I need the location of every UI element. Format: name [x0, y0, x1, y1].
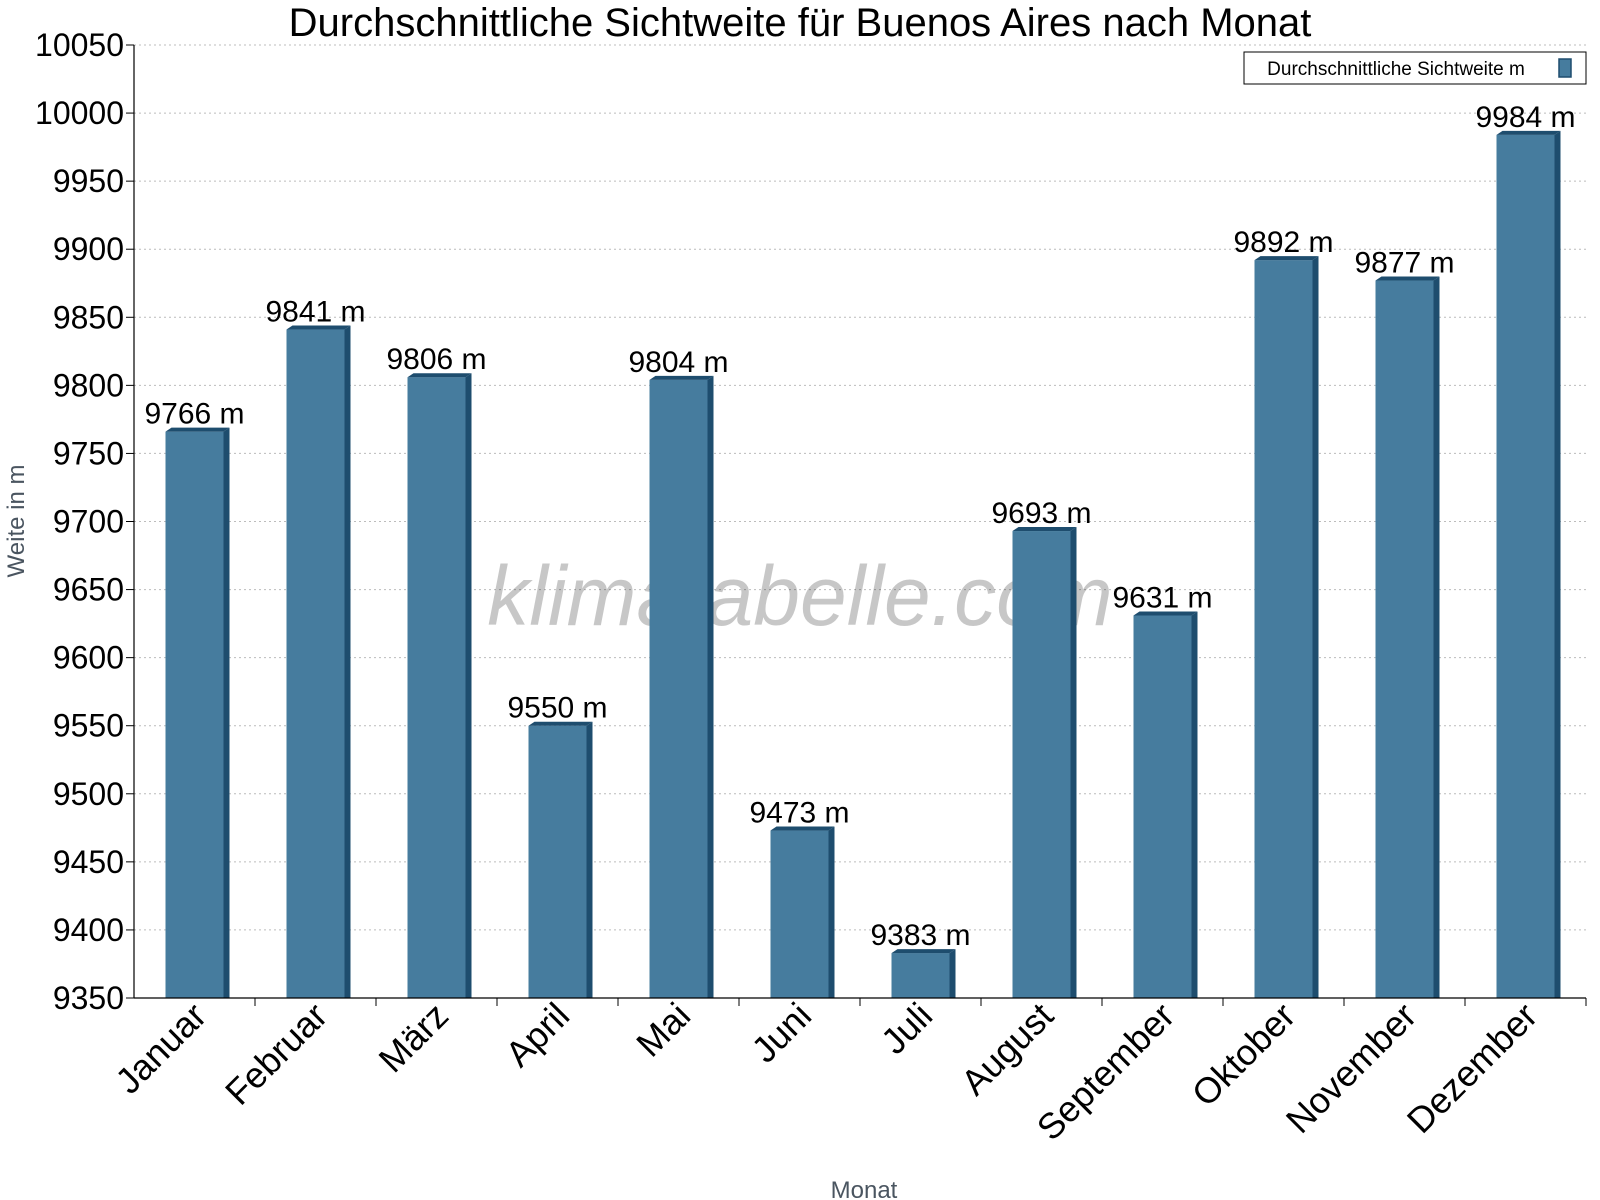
data-label: 9984 m [1475, 101, 1575, 134]
bar-top [286, 325, 351, 330]
bar [1375, 276, 1440, 999]
bars-group [165, 130, 1561, 999]
data-label: 9804 m [628, 346, 728, 379]
bar [528, 721, 593, 998]
bar-top [770, 826, 835, 831]
bar [891, 949, 956, 998]
y-tick-label: 9550 [53, 708, 124, 744]
y-tick-label: 9450 [53, 844, 124, 880]
data-label: 9383 m [870, 919, 970, 952]
bar-side [949, 949, 956, 998]
bar [286, 325, 351, 998]
bar [1012, 527, 1077, 998]
chart-title: Durchschnittliche Sichtweite für Buenos … [289, 1, 1312, 45]
bar-front [528, 725, 587, 998]
bar [770, 826, 835, 998]
bar [407, 373, 472, 998]
legend-box [1243, 51, 1587, 85]
x-tick-label: Juli [873, 995, 940, 1062]
y-tick-label: 9750 [53, 435, 124, 471]
bar [1496, 130, 1561, 999]
bar-side [344, 325, 351, 998]
legend-swatch [1558, 58, 1572, 78]
x-tick-label: April [497, 995, 577, 1075]
y-tick-label: 9650 [53, 572, 124, 608]
y-tick-label: 10050 [35, 27, 124, 63]
bar-front [770, 830, 829, 998]
x-tick-label: August [953, 995, 1061, 1103]
bar [1133, 611, 1198, 998]
bar-top [891, 949, 956, 954]
y-tick-label: 9900 [53, 231, 124, 267]
y-tick-label: 9800 [53, 367, 124, 403]
y-tick-label: 9850 [53, 299, 124, 335]
legend-label: Durchschnittliche Sichtweite m [1267, 59, 1525, 80]
bar-top [1012, 527, 1077, 532]
data-label: 9841 m [265, 296, 365, 329]
watermark: klimatabelle.com [487, 549, 1113, 643]
bar-front [1254, 260, 1313, 998]
bar-side [465, 373, 472, 998]
data-label: 9766 m [144, 398, 244, 431]
y-tick-label: 9950 [53, 163, 124, 199]
x-ticks: Januar Februar März April Mai Juni Juli AugustS… [107, 995, 1587, 1148]
bar-front [286, 329, 345, 998]
bar-top [1375, 276, 1440, 281]
bar-front [1496, 134, 1555, 999]
bar-side [828, 826, 835, 998]
grid-lines [134, 44, 1586, 931]
bar [165, 427, 230, 998]
bar-front [1375, 280, 1434, 999]
value-labels: 9766 m 9841 m 9806 m 9550 m 9804 m 9473 m 9383… [144, 101, 1575, 952]
x-tick-label: Oktober [1184, 995, 1304, 1115]
x-tick-label: Dezember [1399, 995, 1545, 1141]
x-tick-label: Februar [217, 995, 335, 1113]
data-label: 9892 m [1233, 226, 1333, 259]
bar-top [407, 373, 472, 378]
bar-top [528, 721, 593, 726]
x-tick-label: Juni [743, 995, 819, 1071]
y-tick-label: 9500 [53, 776, 124, 812]
y-tick-label: 9400 [53, 912, 124, 948]
bar-side [1554, 130, 1561, 999]
data-label: 9806 m [386, 343, 486, 376]
bar-top [649, 375, 714, 380]
bar-side [1433, 276, 1440, 999]
y-ticks: 9350 9400 9450 9500 9550 9600 9650 9700 9750 9800… [35, 27, 134, 1016]
bar-top [1496, 130, 1561, 135]
data-label: 9631 m [1112, 581, 1212, 614]
y-tick-label: 9600 [53, 640, 124, 676]
bar-top [1254, 256, 1319, 261]
x-tick-label: März [371, 995, 457, 1081]
bar-side [1312, 256, 1319, 998]
bar-side [223, 427, 230, 998]
x-axis-label: Monat [831, 1177, 898, 1200]
bar-front [1133, 615, 1192, 998]
y-tick-label: 10000 [35, 95, 124, 131]
bar-side [1191, 611, 1198, 998]
bar-top [1133, 611, 1198, 616]
x-tick-label: Mai [628, 995, 698, 1065]
bar-side [707, 375, 714, 998]
bar-front [1012, 531, 1071, 998]
data-label: 9877 m [1354, 247, 1454, 280]
data-label: 9550 m [507, 692, 607, 725]
bar-front [649, 379, 708, 998]
bar-side [586, 721, 593, 998]
bar-front [407, 377, 466, 998]
legend: Durchschnittliche Sichtweite m [1243, 51, 1587, 85]
bar [649, 375, 714, 998]
y-tick-label: 9700 [53, 504, 124, 540]
bar-side [1070, 527, 1077, 998]
bar-top [165, 427, 230, 432]
bar-front [165, 431, 224, 998]
x-tick-label: November [1278, 995, 1424, 1141]
bar [1254, 256, 1319, 998]
y-axis-label: Weite in m [3, 465, 30, 578]
y-tick-label: 9350 [53, 980, 124, 1016]
bar-front [891, 953, 950, 998]
data-label: 9473 m [749, 797, 849, 830]
data-label: 9693 m [991, 497, 1091, 530]
